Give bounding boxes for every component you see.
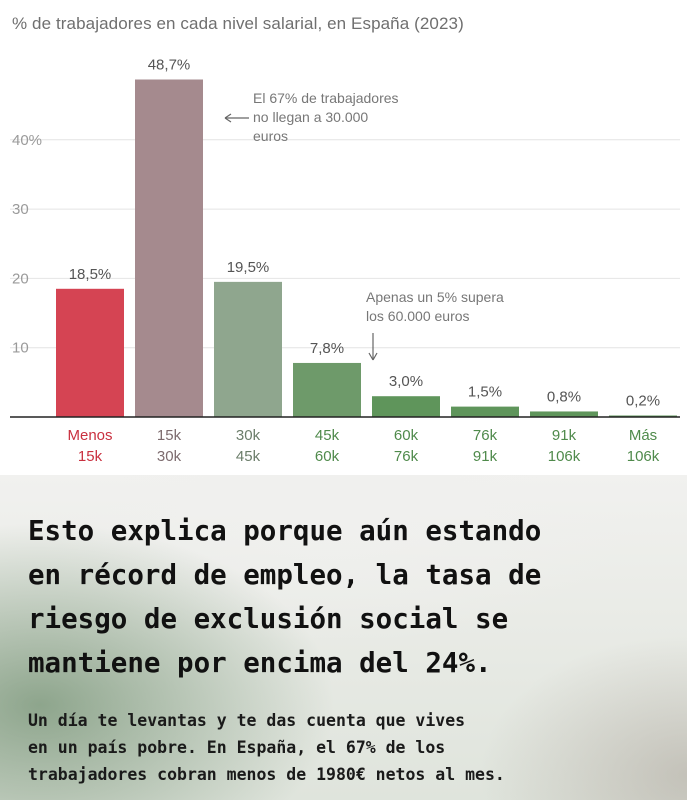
data-label: 48,7% <box>148 57 191 74</box>
x-tick-label: 106k <box>548 448 581 465</box>
x-tick-label: 45k <box>315 427 340 444</box>
chart-title: % de trabajadores en cada nivel salarial… <box>12 14 464 33</box>
x-tick-label: 30k <box>157 448 182 465</box>
y-tick-label: 10 <box>12 340 29 357</box>
caption-panel: Esto explica porque aún estando en récor… <box>0 475 687 800</box>
x-tick-label: Más <box>629 427 657 444</box>
annotation-arrowhead <box>368 352 378 361</box>
bar <box>530 411 598 417</box>
annotation-text: los 60.000 euros <box>366 308 470 324</box>
x-tick-label: 60k <box>394 427 419 444</box>
bar-chart: 10 20 30 40% 18,5% Menos 15k 48,7% 15k 30k 19,5% 30… <box>10 57 680 465</box>
caption-subtext: Un día te levantas y te das cuenta que v… <box>28 711 505 784</box>
x-tick-label: 91k <box>473 448 498 465</box>
x-tick-label: 60k <box>315 448 340 465</box>
bar <box>609 415 677 417</box>
bar <box>56 288 124 417</box>
caption-headline: Esto explica porque aún estando en récor… <box>28 515 542 679</box>
data-label: 3,0% <box>389 373 423 390</box>
x-tick-label: 76k <box>473 427 498 444</box>
chart-panel: 10 20 30 40% 18,5% Menos 15k 48,7% 15k 30k 19,5% 30… <box>10 14 680 465</box>
bar <box>451 406 519 417</box>
x-tick-label: 91k <box>552 427 577 444</box>
annotation-text: no llegan a 30.000 <box>253 109 368 125</box>
annotation-arrowhead <box>224 113 232 123</box>
x-tick-label: Menos <box>67 427 112 444</box>
bar <box>293 362 361 417</box>
y-tick-label: 20 <box>12 270 29 287</box>
y-tick-label: 30 <box>12 201 29 218</box>
data-label: 0,8% <box>547 388 581 405</box>
x-tick-label: 76k <box>394 448 419 465</box>
annotation-text: El 67% de trabajadores <box>253 90 399 106</box>
x-tick-label: 106k <box>627 448 660 465</box>
x-tick-label: 45k <box>236 448 261 465</box>
data-label: 0,2% <box>626 393 660 410</box>
bar <box>214 281 282 417</box>
y-tick-label: 40% <box>12 132 42 149</box>
annotation-text: Apenas un 5% supera <box>366 289 504 305</box>
x-tick-label: 30k <box>236 427 261 444</box>
bar <box>372 396 440 417</box>
data-label: 7,8% <box>310 340 344 357</box>
bar <box>135 79 203 417</box>
data-label: 18,5% <box>69 266 112 283</box>
x-tick-label: 15k <box>157 427 182 444</box>
data-label: 1,5% <box>468 384 502 401</box>
x-tick-label: 15k <box>78 448 103 465</box>
annotation-text: euros <box>253 128 288 144</box>
data-label: 19,5% <box>227 259 270 276</box>
